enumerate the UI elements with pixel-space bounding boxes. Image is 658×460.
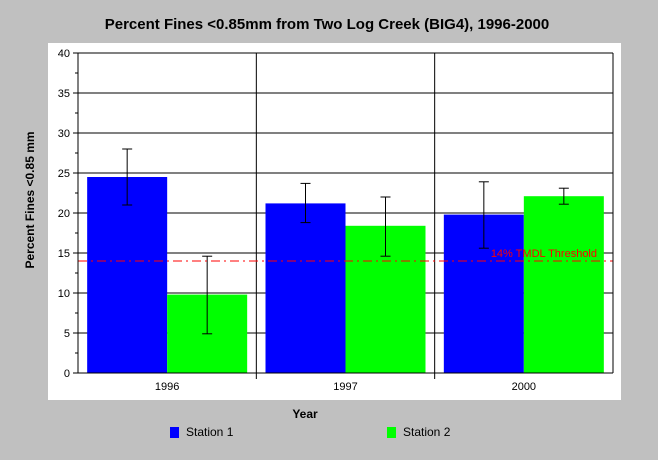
x-tick-label: 2000	[512, 381, 536, 393]
x-tick-label: 1996	[155, 381, 179, 393]
y-tick-label: 5	[64, 328, 70, 340]
legend-item-station-1: Station 1	[170, 424, 233, 440]
legend-swatch-station-1	[170, 426, 179, 438]
x-axis-label: Year	[292, 407, 318, 421]
y-tick-label: 30	[58, 128, 70, 140]
y-tick-label: 35	[58, 88, 70, 100]
legend-label-station-2: Station 2	[403, 425, 451, 439]
y-axis-label: Percent Fines <0.85 mm	[23, 131, 37, 268]
y-tick-label: 10	[58, 288, 70, 300]
legend-label-station-1: Station 1	[186, 425, 234, 439]
y-tick-label: 0	[64, 368, 70, 380]
y-tick-label: 20	[58, 208, 70, 220]
chart-title: Percent Fines <0.85mm from Two Log Creek…	[105, 16, 549, 33]
legend-item-station-2: Station 2	[387, 424, 450, 440]
legend-swatch-station-2	[387, 426, 396, 438]
y-tick-label: 40	[58, 48, 70, 60]
x-tick-label: 1997	[333, 381, 357, 393]
y-tick-label: 15	[58, 248, 70, 260]
bar	[523, 196, 604, 373]
bar	[265, 203, 346, 373]
threshold-label: 14% TMDL Threshold	[491, 248, 597, 260]
bar	[87, 177, 168, 373]
y-tick-label: 25	[58, 168, 70, 180]
